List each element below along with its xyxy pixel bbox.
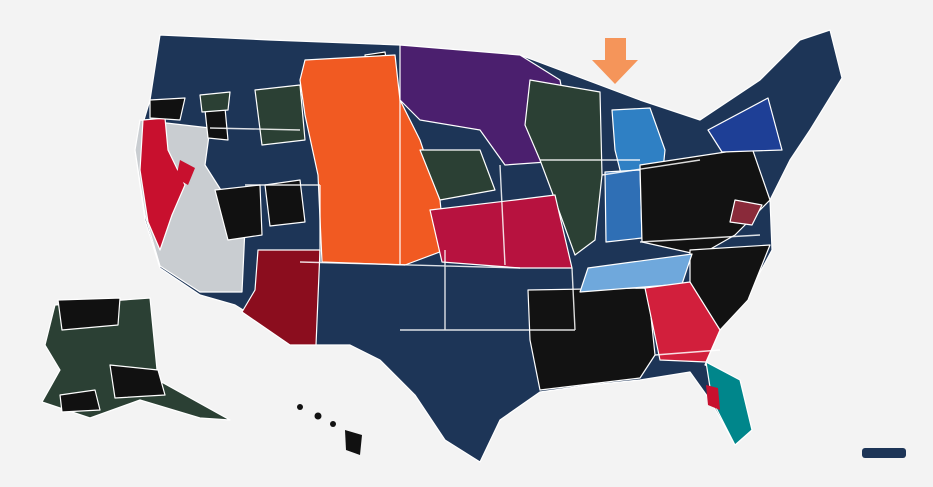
region-orange <box>299 54 446 266</box>
region-black <box>689 244 771 331</box>
patch-black <box>264 179 306 227</box>
alaska-patch <box>59 389 101 413</box>
region-indiana <box>604 169 643 243</box>
region-red-ga <box>644 281 721 363</box>
region-black <box>527 287 656 391</box>
hawaii <box>297 404 362 455</box>
alaska-patch <box>109 364 166 399</box>
patch-va <box>729 199 763 226</box>
state-borders <box>209 100 761 356</box>
island <box>314 412 322 420</box>
patch-green <box>199 91 231 113</box>
patch-green <box>254 84 306 146</box>
arrow-marker <box>592 38 638 84</box>
region-green-2 <box>419 149 496 201</box>
region-green <box>524 79 603 256</box>
patch-black <box>214 184 263 241</box>
region-red-ca-2 <box>176 160 195 185</box>
island <box>345 430 362 455</box>
alaska <box>41 297 231 421</box>
island <box>330 421 336 427</box>
island <box>297 404 303 410</box>
puerto-rico <box>862 448 906 458</box>
region-ny <box>707 97 783 153</box>
region-red-ca <box>139 117 186 251</box>
patch-red-fl <box>706 385 720 410</box>
alaska-patch <box>57 297 121 331</box>
patch-black <box>204 107 229 141</box>
patch-black <box>149 97 186 121</box>
